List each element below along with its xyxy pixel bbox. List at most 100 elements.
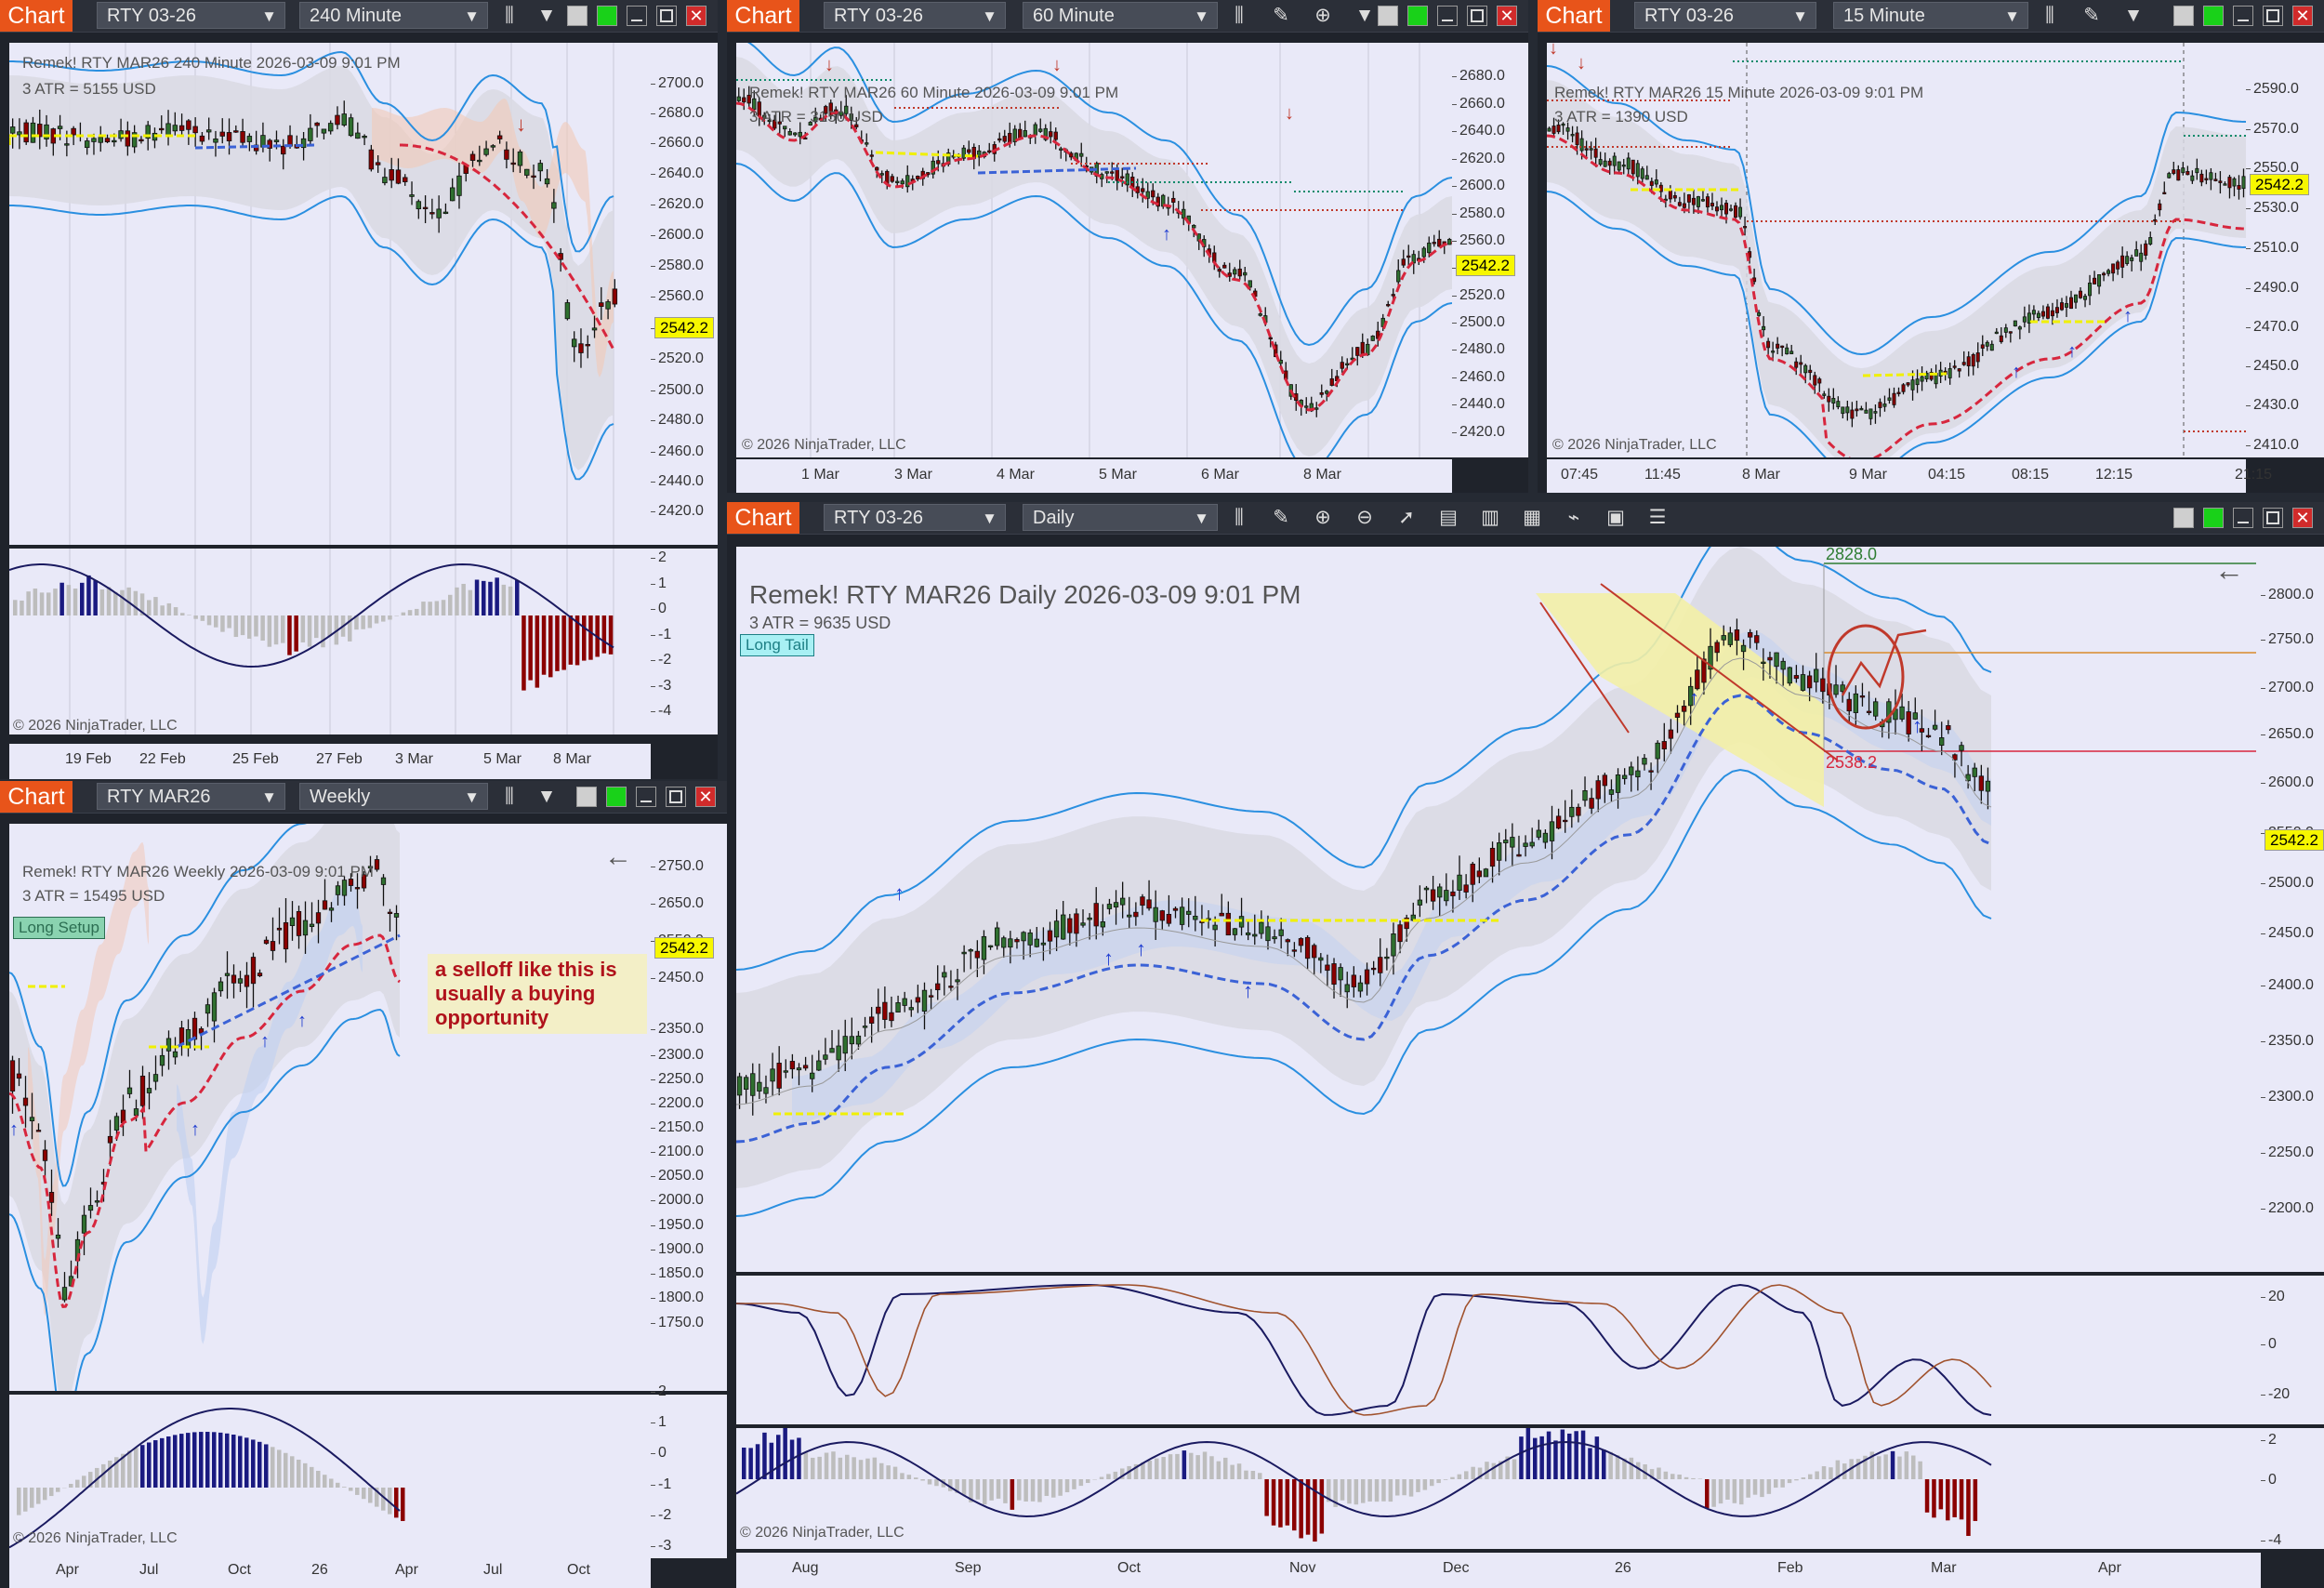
color-swatch-green[interactable] — [597, 6, 617, 26]
price-pane[interactable]: ↓ ↓ ↑ ↑ ↑ Remek! RTY MAR26 15 Minute 2026-03-… — [1547, 43, 2246, 457]
price-axis[interactable]: 2 1 0 -1 -2 -3 — [651, 1383, 727, 1558]
zoom-out-icon[interactable]: ⊖ — [1356, 507, 1373, 528]
time-axis[interactable]: Aug Sep Oct Nov Dec 26 Feb Mar Apr — [736, 1553, 2261, 1588]
color-swatch-green[interactable] — [606, 787, 627, 807]
color-swatch-green[interactable] — [2203, 508, 2224, 528]
minimize-icon[interactable] — [2233, 6, 2253, 26]
maximize-icon[interactable] — [2263, 6, 2283, 26]
bar-chart-icon[interactable]: ⫼ — [505, 5, 514, 26]
template-icon[interactable]: ▥ — [1481, 507, 1499, 528]
indicators-icon[interactable]: ▦ — [1523, 507, 1541, 528]
dropdown-arrow-icon[interactable]: ▼ — [2123, 5, 2144, 26]
color-swatch-gray[interactable] — [2173, 6, 2194, 26]
candle-body — [1141, 188, 1145, 192]
tick-mark — [651, 235, 655, 236]
instrument-selector[interactable]: RTY 03-26 ▼ — [1634, 2, 1816, 29]
list-icon[interactable]: ☰ — [1648, 507, 1667, 528]
interval-selector[interactable]: Weekly ▼ — [299, 783, 488, 810]
time-axis[interactable]: Apr Jul Oct 26 Apr Jul Oct — [9, 1555, 651, 1588]
oscillator-pane[interactable] — [9, 549, 651, 734]
candle-body — [1635, 770, 1641, 778]
bar-chart-icon[interactable]: ⫼ — [1235, 5, 1244, 26]
maximize-icon[interactable] — [656, 6, 677, 26]
pencil-icon[interactable]: ✎ — [1273, 5, 1289, 26]
close-icon[interactable]: ✕ — [2292, 6, 2313, 26]
maximize-icon[interactable] — [666, 787, 686, 807]
chart-tab[interactable]: Chart — [1538, 0, 1610, 32]
zoom-in-icon[interactable]: ⊕ — [1314, 5, 1331, 26]
oscillator-bar — [114, 1457, 119, 1488]
interval-selector[interactable]: Daily ▼ — [1023, 504, 1218, 531]
oscillator-pane[interactable] — [736, 1428, 2261, 1549]
color-swatch-green[interactable] — [2203, 6, 2224, 26]
price-axis[interactable]: 2750.02650.02550.02450.02350.02300.02250… — [651, 824, 727, 1391]
price-axis[interactable]: 2590.0 2570.0 2550.0 2530.0 2510.0 2490.0 2470… — [2246, 43, 2324, 457]
price-pane[interactable]: ↑ ↑ ↑ ↑ ← Remek! RTY MAR26 Weekly 2026-03-09 … — [9, 824, 651, 1391]
minimize-icon[interactable] — [2233, 508, 2253, 528]
close-icon[interactable]: ✕ — [686, 6, 706, 26]
time-axis[interactable]: 1 Mar 3 Mar 4 Mar 5 Mar 6 Mar 8 Mar — [736, 459, 1452, 493]
price-axis[interactable]: 2800.02750.02700.02650.02600.02550.02500… — [2261, 547, 2324, 1272]
candle-body — [2116, 261, 2120, 270]
minimize-icon[interactable] — [1437, 6, 1458, 26]
price-axis[interactable]: 2680.0 2660.0 2640.0 2620.0 2600.0 2580.0 2560… — [1452, 43, 1528, 457]
oscillator-pane[interactable] — [9, 1395, 651, 1558]
time-axis[interactable]: 07:45 11:45 8 Mar 9 Mar 04:15 08:15 12:15 21:15 — [1547, 459, 2272, 493]
color-swatch-gray[interactable] — [567, 6, 588, 26]
stochastic-pane[interactable] — [736, 1276, 2261, 1424]
close-icon[interactable]: ✕ — [1497, 6, 1517, 26]
maximize-icon[interactable] — [2263, 508, 2283, 528]
instrument-selector[interactable]: RTY MAR26 ▼ — [97, 783, 285, 810]
pencil-icon[interactable]: ✎ — [2083, 5, 2100, 26]
zoom-in-icon[interactable]: ⊕ — [1314, 507, 1331, 528]
chart-tab[interactable]: Chart — [0, 781, 73, 813]
chart-tab[interactable]: Chart — [727, 0, 799, 32]
close-icon[interactable]: ✕ — [695, 787, 716, 807]
bar-chart-icon[interactable]: ⫼ — [505, 786, 514, 807]
price-axis[interactable]: 20 0 -20 — [2261, 1276, 2324, 1424]
bar-chart-icon[interactable]: ⫼ — [2045, 5, 2054, 26]
time-axis[interactable]: 19 Feb 22 Feb 25 Feb 27 Feb 3 Mar 5 Mar 8 Mar — [9, 744, 651, 779]
data-box-icon[interactable]: ▤ — [1439, 507, 1458, 528]
candle-body — [289, 917, 296, 926]
instrument-selector[interactable]: RTY 03-26 ▼ — [824, 2, 1006, 29]
color-swatch-gray[interactable] — [2173, 508, 2194, 528]
oscillator-bar — [388, 1488, 392, 1515]
minimize-icon[interactable] — [636, 787, 656, 807]
color-swatch-gray[interactable] — [1378, 6, 1398, 26]
price-pane[interactable]: ↓ ↓ ↓ ↑ Remek! RTY MAR26 60 Minute 2026-03-0… — [736, 43, 1452, 457]
maximize-icon[interactable] — [1467, 6, 1487, 26]
price-axis[interactable]: 2700.0 2680.0 2660.0 2640.0 2620.0 2600.0 2580… — [651, 43, 718, 545]
interval-selector[interactable]: 240 Minute ▼ — [299, 2, 488, 29]
pencil-icon[interactable]: ✎ — [1273, 507, 1289, 528]
candle-body — [1470, 863, 1475, 885]
price-axis[interactable]: 2 1 0 -1 -2 -3 -4 — [651, 549, 718, 734]
interval-selector[interactable]: 60 Minute ▼ — [1023, 2, 1218, 29]
color-swatch-green[interactable] — [1407, 6, 1428, 26]
minimize-icon[interactable] — [627, 6, 647, 26]
candle-body — [2111, 263, 2116, 274]
oscillator-bar — [290, 1456, 295, 1488]
oscillator-bar — [934, 1479, 939, 1487]
dropdown-arrow-icon[interactable]: ▼ — [1354, 5, 1375, 26]
candle-body — [1654, 179, 1658, 185]
bar-chart-icon[interactable]: ⫼ — [1235, 507, 1244, 528]
pointer-icon[interactable]: ➚ — [1398, 507, 1415, 528]
color-swatch-gray[interactable] — [576, 787, 597, 807]
price-axis[interactable]: 2 0 -4 — [2261, 1428, 2324, 1549]
price-pane[interactable]: ↓ Remek! RTY MAR26 240 Minute 2026-03-09 … — [9, 43, 651, 545]
dropdown-arrow-icon[interactable]: ▼ — [536, 5, 557, 26]
chart-tab[interactable]: Chart — [0, 0, 73, 32]
long-tail-badge[interactable]: Long Tail — [740, 634, 814, 656]
strategies-icon[interactable]: ⌁ — [1567, 507, 1580, 528]
dropdown-arrow-icon[interactable]: ▼ — [536, 786, 557, 807]
instrument-selector[interactable]: RTY 03-26 ▼ — [824, 504, 1006, 531]
instrument-selector[interactable]: RTY 03-26 ▼ — [97, 2, 285, 29]
candle-body — [1766, 340, 1771, 349]
interval-selector[interactable]: 15 Minute ▼ — [1833, 2, 2028, 29]
chart-tab[interactable]: Chart — [727, 502, 799, 534]
long-setup-badge[interactable]: Long Setup — [13, 917, 105, 939]
price-pane[interactable]: ↑ ↑ ↑ ↑ ↑ ↑ ← Remek! RTY MAR26 Daily 2026-03-09… — [736, 545, 2261, 1272]
properties-icon[interactable]: ▣ — [1606, 507, 1625, 528]
close-icon[interactable]: ✕ — [2292, 508, 2313, 528]
